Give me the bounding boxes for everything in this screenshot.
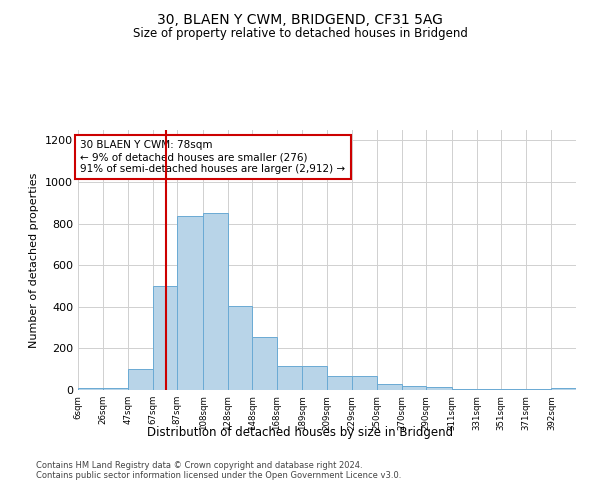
Bar	[327, 376, 352, 390]
Bar	[78, 388, 103, 390]
Text: 30 BLAEN Y CWM: 78sqm
← 9% of detached houses are smaller (276)
91% of semi-deta: 30 BLAEN Y CWM: 78sqm ← 9% of detached h…	[80, 140, 346, 173]
Text: Contains HM Land Registry data © Crown copyright and database right 2024.
Contai: Contains HM Land Registry data © Crown c…	[36, 460, 401, 480]
Bar	[227, 306, 252, 390]
Bar	[277, 366, 302, 390]
Bar	[153, 286, 178, 390]
Bar	[302, 366, 327, 390]
Text: Size of property relative to detached houses in Bridgend: Size of property relative to detached ho…	[133, 28, 467, 40]
Bar	[252, 337, 277, 390]
Bar	[551, 388, 576, 390]
Bar	[103, 388, 128, 390]
Bar	[402, 386, 427, 390]
Text: Distribution of detached houses by size in Bridgend: Distribution of detached houses by size …	[147, 426, 453, 439]
Text: 30, BLAEN Y CWM, BRIDGEND, CF31 5AG: 30, BLAEN Y CWM, BRIDGEND, CF31 5AG	[157, 12, 443, 26]
Bar	[427, 387, 452, 390]
Bar	[452, 389, 476, 390]
Y-axis label: Number of detached properties: Number of detached properties	[29, 172, 40, 348]
Bar	[203, 213, 227, 390]
Bar	[526, 389, 551, 390]
Bar	[476, 389, 501, 390]
Bar	[178, 216, 203, 390]
Bar	[128, 369, 153, 390]
Bar	[352, 376, 377, 390]
Bar	[501, 389, 526, 390]
Bar	[377, 384, 402, 390]
